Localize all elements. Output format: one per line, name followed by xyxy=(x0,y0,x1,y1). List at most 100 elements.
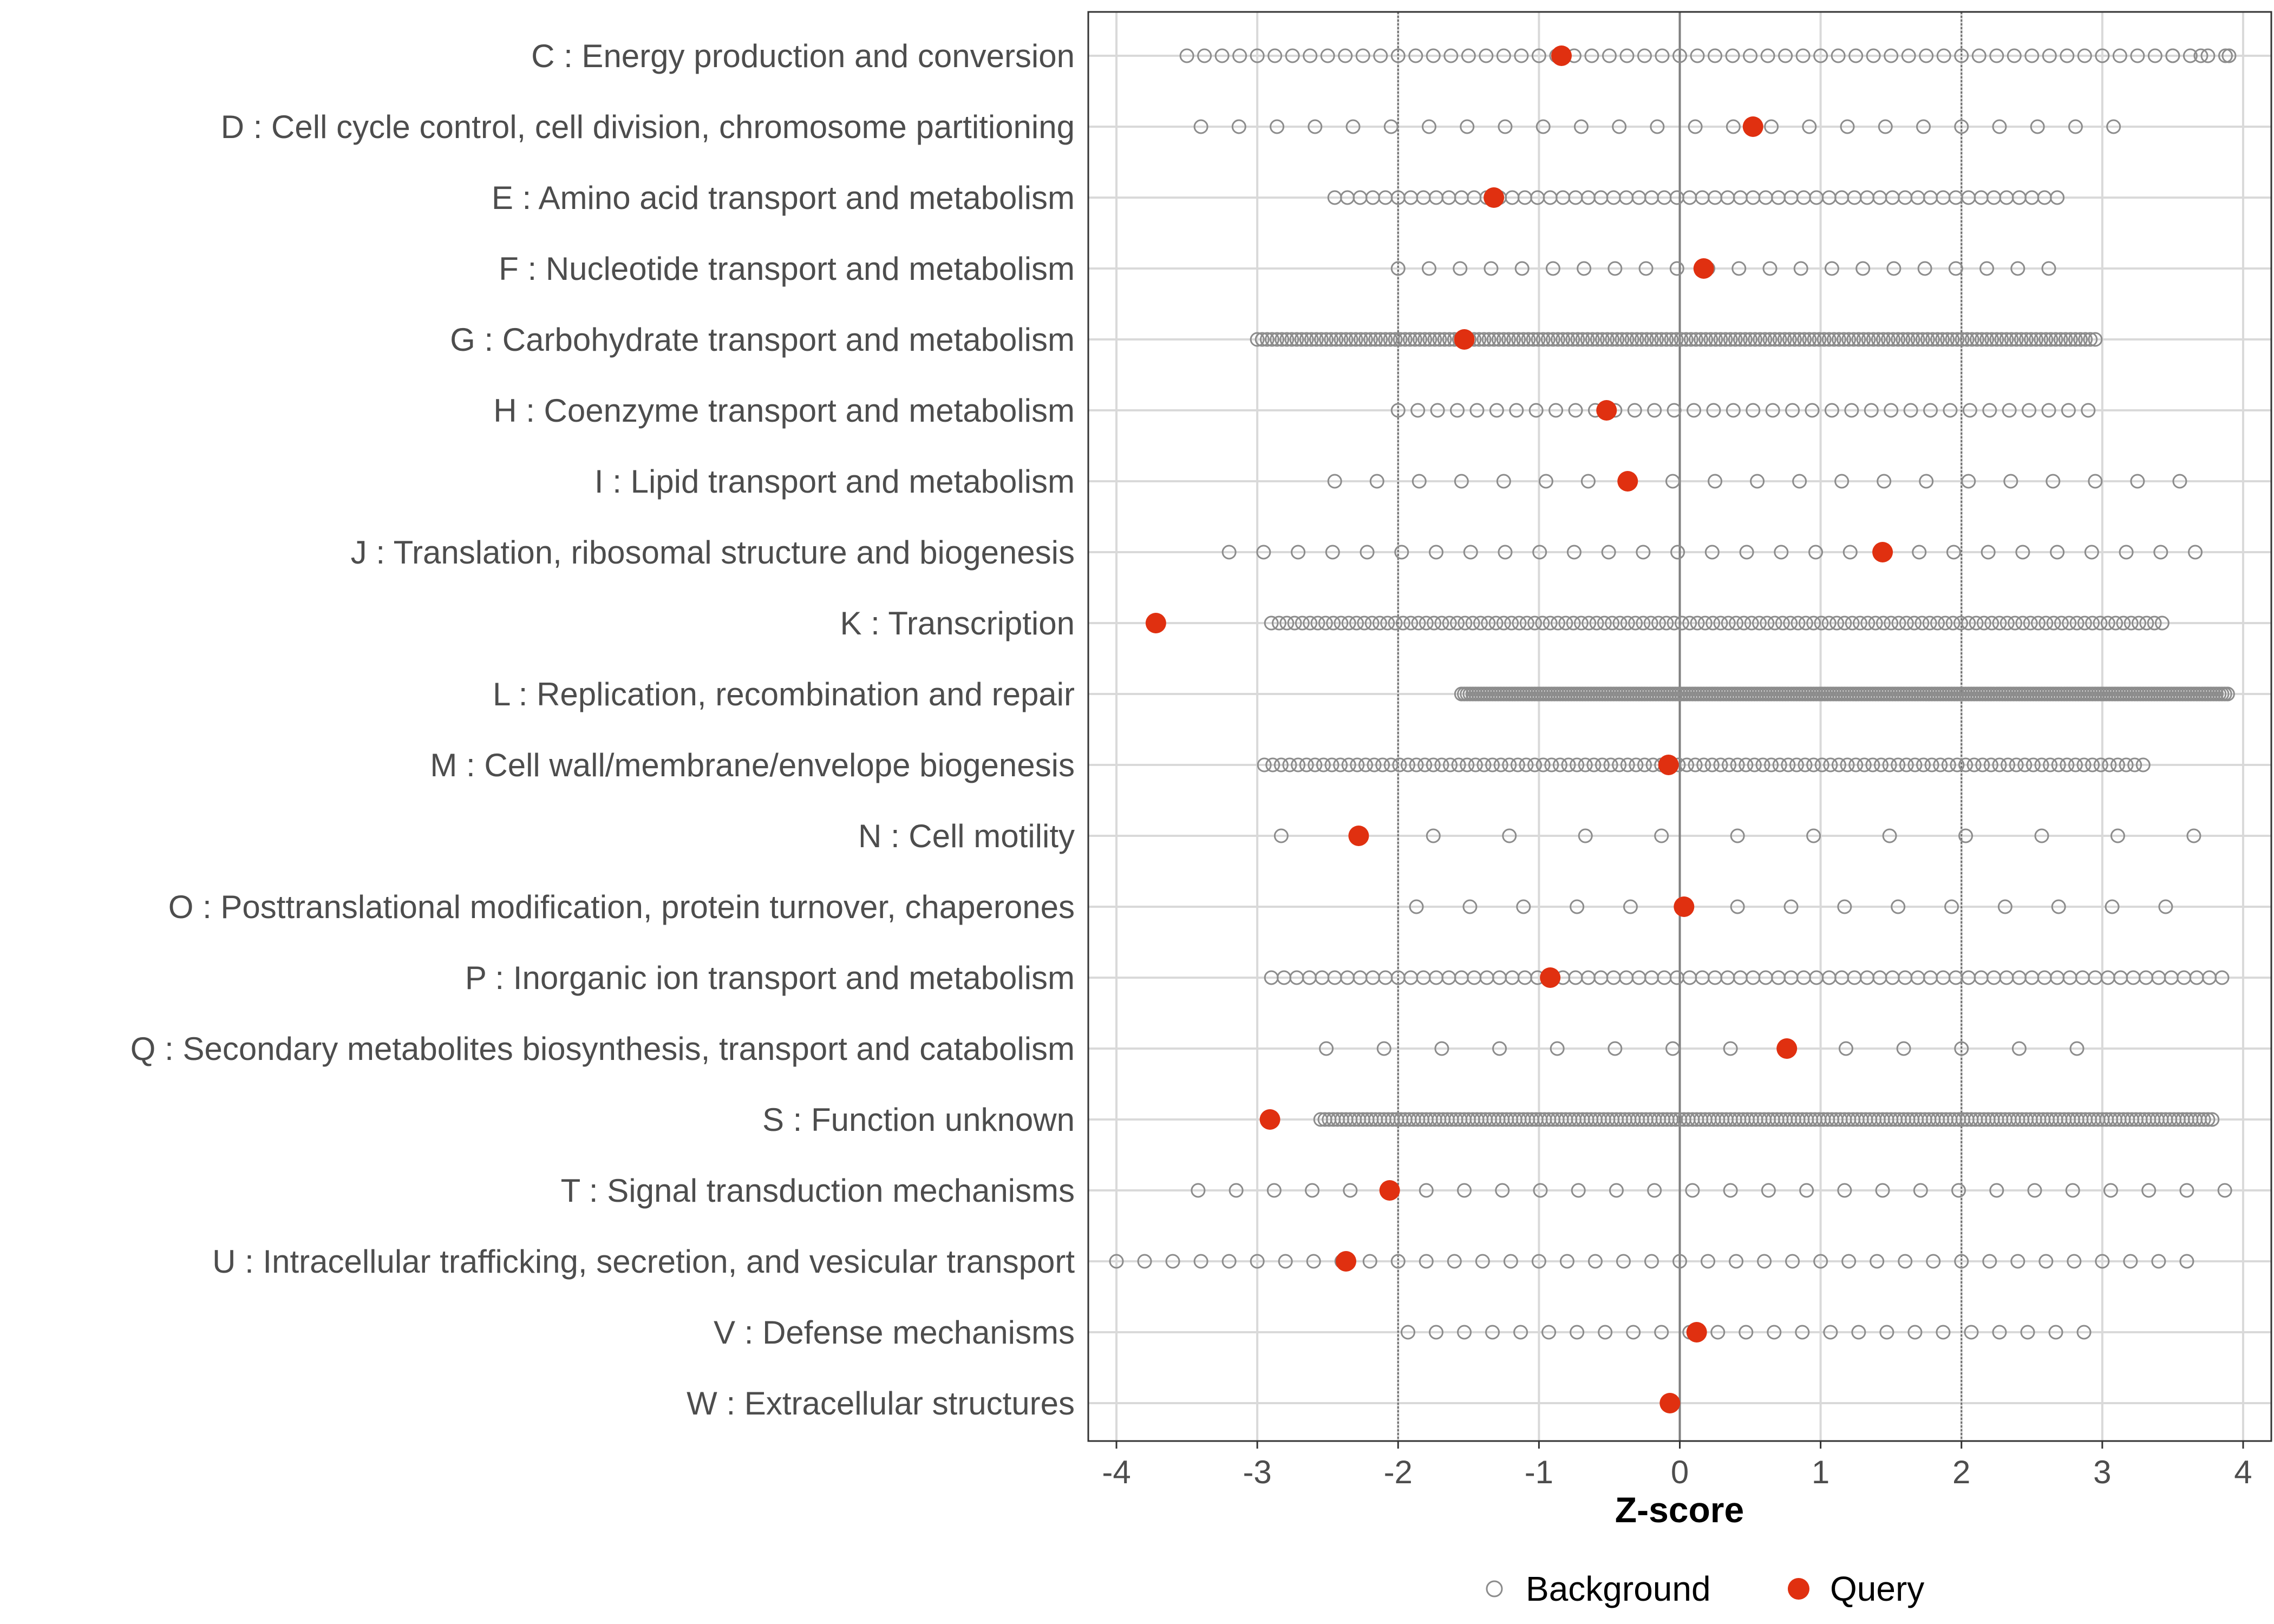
query-point xyxy=(1540,967,1561,988)
background-point xyxy=(1476,757,1492,772)
background-point xyxy=(1757,1254,1772,1269)
background-point xyxy=(2135,757,2151,772)
query-point xyxy=(1742,116,1763,137)
background-point xyxy=(1747,757,1762,772)
background-point xyxy=(1954,1041,1969,1056)
background-point xyxy=(1983,757,1998,772)
background-point xyxy=(1535,615,1550,631)
background-point xyxy=(1373,48,1388,63)
query-point xyxy=(1658,755,1679,775)
background-point xyxy=(1566,615,1581,631)
background-point xyxy=(2009,332,2024,347)
background-point xyxy=(1383,119,1399,134)
background-point xyxy=(1612,615,1628,631)
background-point xyxy=(1586,757,1602,772)
reference-lines xyxy=(1397,12,1963,1441)
background-point xyxy=(1407,332,1422,347)
background-point xyxy=(2102,757,2117,772)
background-point xyxy=(1419,1183,1434,1198)
background-point xyxy=(1989,1183,2004,1198)
background-point xyxy=(1744,615,1759,631)
background-point xyxy=(2085,615,2100,631)
background-point xyxy=(1688,332,1703,347)
background-point xyxy=(1608,261,1623,276)
background-point xyxy=(1348,332,1363,347)
background-point xyxy=(2050,190,2065,205)
background-point xyxy=(2060,757,2075,772)
background-point xyxy=(1368,332,1383,347)
background-point xyxy=(1916,757,1931,772)
background-point xyxy=(1434,1041,1449,1056)
background-point xyxy=(1548,403,1564,418)
background-point xyxy=(1704,545,1720,560)
background-point xyxy=(1726,119,1741,134)
background-point xyxy=(1254,332,1270,347)
background-point xyxy=(1458,615,1473,631)
background-point xyxy=(1504,615,1519,631)
background-point xyxy=(1861,332,1876,347)
background-point xyxy=(1400,757,1415,772)
background-point xyxy=(1964,332,1979,347)
background-point xyxy=(1512,615,1527,631)
background-point xyxy=(2015,615,2030,631)
background-point xyxy=(1305,1183,1320,1198)
background-point xyxy=(2069,1041,2084,1056)
category-label: W : Extracellular structures xyxy=(687,1385,1075,1422)
background-point xyxy=(1643,615,1658,631)
background-point xyxy=(2172,474,2187,489)
background-point xyxy=(1509,403,1524,418)
background-point xyxy=(1896,332,1911,347)
background-point xyxy=(1912,545,1927,560)
background-point xyxy=(1831,757,1846,772)
background-point xyxy=(1432,332,1447,347)
background-point xyxy=(1824,403,1839,418)
x-tick-label: -1 xyxy=(1525,1454,1553,1490)
background-point xyxy=(1409,757,1424,772)
background-point xyxy=(1545,261,1560,276)
background-point xyxy=(2182,48,2198,63)
background-point xyxy=(1165,1254,1180,1269)
background-point xyxy=(1639,332,1654,347)
background-point xyxy=(1701,1254,1716,1269)
background-point xyxy=(1762,332,1778,347)
background-point xyxy=(2025,757,2041,772)
background-point xyxy=(1475,1254,1490,1269)
background-point xyxy=(2076,1325,2092,1340)
background-point xyxy=(2116,615,2131,631)
background-point xyxy=(1193,119,1208,134)
background-point xyxy=(1992,757,2007,772)
background-point xyxy=(1552,757,1567,772)
background-point xyxy=(2010,1254,2025,1269)
background-point xyxy=(1659,615,1674,631)
background-point xyxy=(1930,615,1945,631)
background-point xyxy=(1979,332,1995,347)
background-point xyxy=(1294,332,1309,347)
background-point xyxy=(1421,119,1436,134)
background-point xyxy=(1481,615,1496,631)
background-point xyxy=(2014,332,2029,347)
background-point xyxy=(1434,757,1449,772)
background-point xyxy=(1708,48,1723,63)
background-point xyxy=(1580,332,1595,347)
background-point xyxy=(2085,757,2100,772)
background-point xyxy=(1910,332,1925,347)
background-point xyxy=(1570,332,1585,347)
background-point xyxy=(1279,615,1295,631)
background-point xyxy=(1905,332,1920,347)
background-point xyxy=(2151,1254,2166,1269)
background-point xyxy=(1488,615,1504,631)
background-point xyxy=(1900,332,1916,347)
background-point xyxy=(1694,332,1709,347)
background-point xyxy=(1798,615,1813,631)
background-point xyxy=(1484,261,1499,276)
background-point xyxy=(1969,332,1984,347)
background-point xyxy=(1550,615,1565,631)
x-tick-label: 4 xyxy=(2234,1454,2252,1490)
background-point xyxy=(1496,615,1511,631)
background-point xyxy=(1570,757,1585,772)
background-point xyxy=(1394,545,1409,560)
background-point xyxy=(1760,48,1775,63)
background-point xyxy=(1886,261,1901,276)
background-point xyxy=(2011,1041,2027,1056)
background-point xyxy=(1410,403,1426,418)
